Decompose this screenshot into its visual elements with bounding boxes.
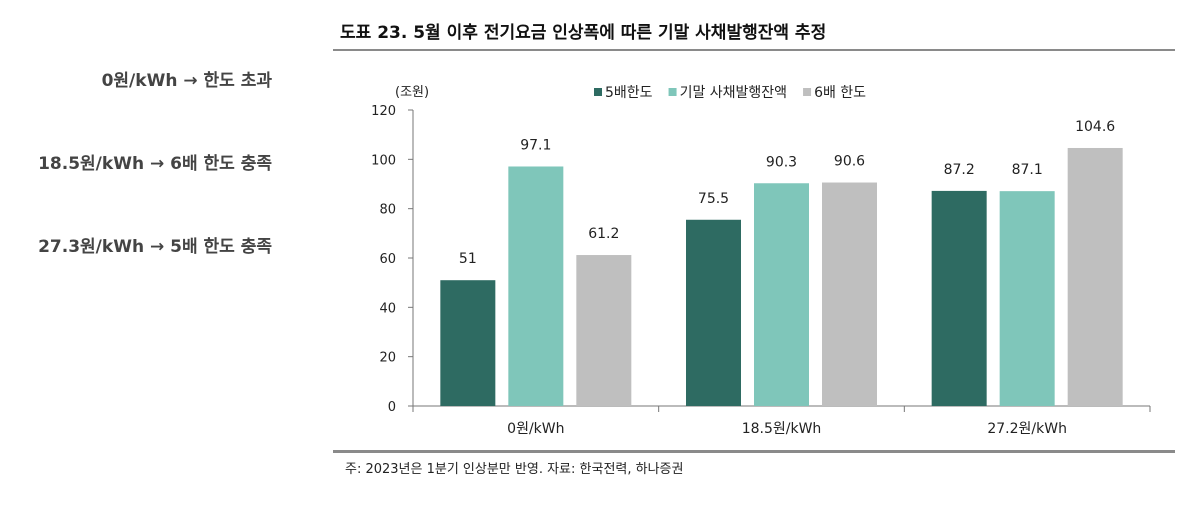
bar (440, 280, 496, 406)
legend-label: 기말 사채발행잔액 (680, 85, 788, 101)
bar (1067, 147, 1123, 406)
y-tick-label: 80 (379, 203, 396, 218)
bar (822, 182, 877, 406)
data-label: 61.2 (588, 226, 619, 242)
legend-label: 5배한도 (605, 85, 653, 101)
data-label: 90.3 (766, 154, 797, 170)
y-tick-label: 120 (371, 104, 396, 119)
footer-divider (333, 450, 1175, 453)
bar (754, 183, 809, 406)
footnote: 주: 2023년은 1분기 인상분만 반영. 자료: 한국전력, 하나증권 (345, 462, 684, 477)
y-tick-label: 0 (388, 400, 396, 415)
data-label: 75.5 (698, 191, 729, 207)
data-label: 90.6 (834, 154, 865, 170)
legend-swatch (803, 88, 812, 96)
annotation-0: 0원/kWh → 한도 초과 (101, 71, 272, 91)
y-tick-label: 100 (371, 153, 396, 168)
title-divider (333, 49, 1175, 51)
y-tick-label: 60 (379, 252, 396, 267)
bar (686, 219, 741, 406)
x-tick-label: 18.5원/kWh (742, 421, 822, 437)
legend-label: 6배 한도 (814, 85, 866, 101)
legend-swatch (594, 88, 602, 96)
data-label: 51 (459, 251, 477, 267)
y-tick-label: 40 (379, 301, 396, 316)
bar (576, 255, 632, 406)
bar (931, 190, 987, 406)
annotation-2: 27.3원/kWh → 5배 한도 충족 (38, 237, 272, 257)
bar (508, 166, 564, 406)
data-label: 97.1 (520, 137, 551, 153)
data-label: 87.2 (944, 162, 975, 178)
legend-swatch (668, 88, 677, 96)
y-axis-unit: (조원) (395, 85, 429, 100)
bar (999, 191, 1055, 406)
x-tick-label: 27.2원/kWh (987, 421, 1067, 437)
chart-title: 도표 23. 5월 이후 전기요금 인상폭에 따른 기말 사채발행잔액 추정 (340, 23, 827, 43)
annotation-1: 18.5원/kWh → 6배 한도 충족 (38, 154, 272, 174)
data-label: 104.6 (1075, 119, 1115, 135)
y-tick-label: 20 (379, 351, 396, 366)
data-label: 87.1 (1012, 162, 1043, 178)
x-tick-label: 0원/kWh (507, 421, 564, 437)
